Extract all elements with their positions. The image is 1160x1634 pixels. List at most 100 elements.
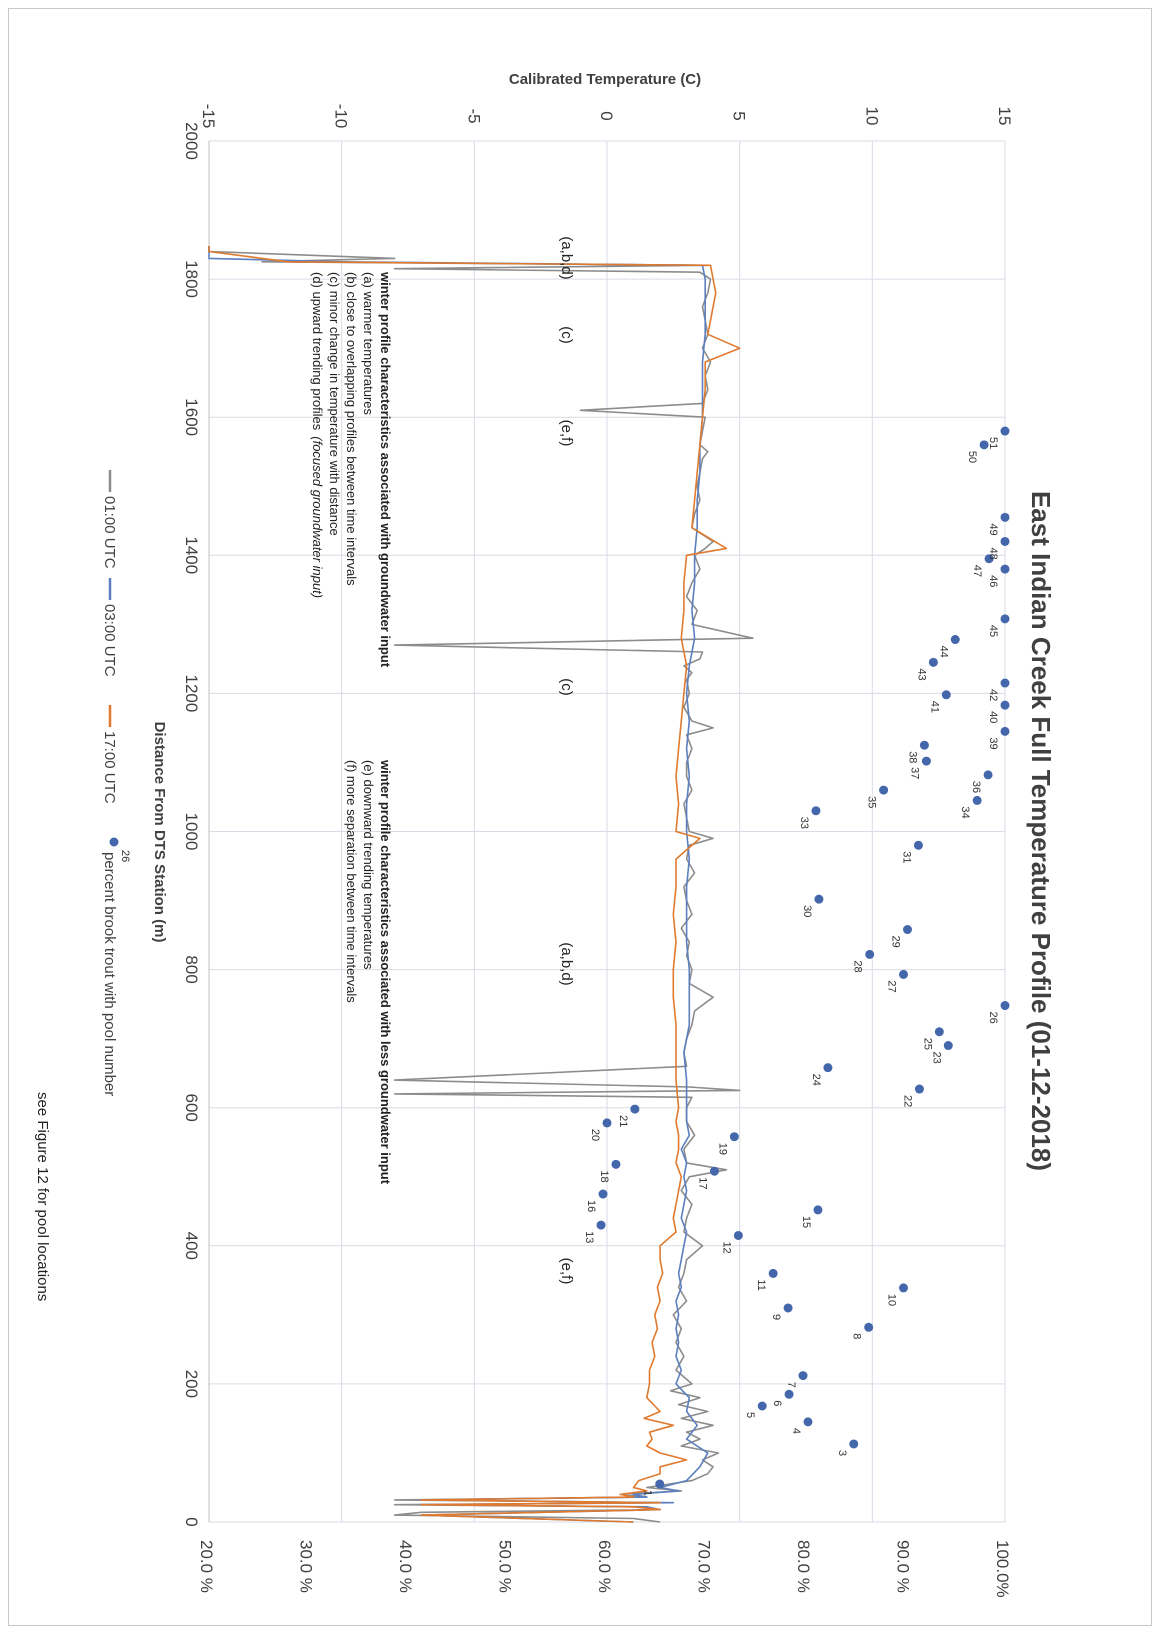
series-line-0 <box>208 246 754 1523</box>
pool-label-45: 45 <box>987 625 999 637</box>
pool-label-25: 25 <box>921 1038 933 1050</box>
pool-label-11: 11 <box>755 1279 767 1290</box>
low-groundwater-notes: winter profile characteristics associate… <box>344 759 393 1185</box>
trout-point-48 <box>1000 536 1010 546</box>
trout-point-22 <box>914 1084 924 1094</box>
trout-point-6 <box>784 1389 794 1399</box>
y2-tick-label-1: 30.0 % <box>297 1540 316 1593</box>
pool-label-39: 39 <box>987 737 999 749</box>
pool-label-43: 43 <box>915 668 927 680</box>
series-line-2 <box>208 246 741 1523</box>
trout-point-49 <box>1000 512 1010 522</box>
trout-point-27 <box>899 969 909 979</box>
x-tick-label-600: 600 <box>182 1094 201 1122</box>
pool-label-4: 4 <box>790 1428 802 1434</box>
trout-point-1 <box>655 1479 665 1489</box>
y2-tick-label-0: 20.0 % <box>197 1540 216 1593</box>
plot-area: -15 -10 -5 0 5 10 1502004006008001000120014001… <box>182 104 1014 1598</box>
trout-point-39 <box>1000 726 1010 736</box>
trout-point-45 <box>1000 614 1010 624</box>
pool-label-40: 40 <box>987 711 999 723</box>
trout-point-15 <box>813 1205 823 1215</box>
y2-tick-label-6: 80.0 % <box>794 1540 813 1593</box>
y-tick-label-15: 15 <box>995 107 1014 126</box>
high-gw-item-a: (a) warmer temperatures <box>361 272 376 416</box>
x-tick-label-400: 400 <box>182 1232 201 1260</box>
pool-label-47: 47 <box>971 565 983 577</box>
trout-point-9 <box>783 1303 793 1313</box>
pool-label-15: 15 <box>800 1216 812 1228</box>
pool-label-36: 36 <box>970 781 982 793</box>
trout-point-12 <box>733 1230 743 1240</box>
trout-point-25 <box>934 1027 944 1037</box>
x-tick-label-800: 800 <box>182 955 201 983</box>
trout-point-50 <box>979 440 989 450</box>
pool-label-35: 35 <box>866 796 878 808</box>
region-label-abd-mid: (a,b,d) <box>558 942 575 985</box>
x-tick-label-1000: 1000 <box>182 813 201 851</box>
high-gw-item-c: (c) minor change in temperature with dis… <box>327 272 342 536</box>
pool-label-16: 16 <box>585 1200 597 1212</box>
low-gw-heading: winter profile characteristics associate… <box>378 759 393 1185</box>
pool-label-6: 6 <box>771 1400 783 1406</box>
pool-label-50: 50 <box>966 451 978 463</box>
legend-label-1700: 17:00 UTC <box>101 731 118 804</box>
trout-point-13 <box>596 1220 606 1230</box>
pool-label-48: 48 <box>987 547 999 559</box>
pool-label-44: 44 <box>937 646 949 658</box>
trout-point-43 <box>928 657 938 667</box>
region-label-ef-low: (e,f) <box>558 1258 575 1285</box>
high-gw-item-b: (b) close to overlapping profiles betwee… <box>344 272 359 586</box>
trout-point-33 <box>811 806 821 816</box>
trout-point-10 <box>899 1283 909 1293</box>
series-line-1 <box>208 246 709 1523</box>
x-tick-label-0: 0 <box>182 1517 201 1526</box>
high-groundwater-notes: winter profile characteristics associate… <box>310 271 393 668</box>
x-tick-label-200: 200 <box>182 1370 201 1398</box>
pool-label-3: 3 <box>836 1450 848 1456</box>
x-tick-label-1800: 1800 <box>182 260 201 298</box>
y2-tick-label-3: 50.0 % <box>496 1540 515 1593</box>
pool-label-33: 33 <box>798 817 810 829</box>
pool-label-12: 12 <box>720 1241 732 1253</box>
legend-example-number: 26 <box>119 850 131 862</box>
trout-point-26 <box>1000 1001 1010 1011</box>
pool-label-29: 29 <box>889 936 901 948</box>
trout-point-3 <box>849 1439 859 1449</box>
legend: 01:00 UTC 03:00 UTC 17:00 UTC 26 percent… <box>101 470 131 1096</box>
legend-label-trout: percent brook trout with pool number <box>101 852 118 1096</box>
pool-label-37: 37 <box>908 767 920 779</box>
trout-point-11 <box>768 1268 778 1278</box>
y-axis-title: Calibrated Temperature (C) <box>509 71 701 88</box>
region-label-abd-high: (a,b,d) <box>558 236 575 279</box>
trout-point-16 <box>598 1189 608 1199</box>
legend-marker-trout <box>109 837 119 847</box>
pool-label-13: 13 <box>583 1231 595 1243</box>
trout-point-47 <box>984 554 994 564</box>
pool-label-38: 38 <box>906 751 918 763</box>
pool-label-10: 10 <box>886 1294 898 1306</box>
region-label-c-mid: (c) <box>558 678 575 696</box>
legend-label-0100: 01:00 UTC <box>101 496 118 569</box>
pool-label-28: 28 <box>852 960 864 972</box>
y-tick-label-5: 5 <box>730 111 749 120</box>
figure-caption: see Figure 12 for pool locations <box>34 1092 51 1301</box>
trout-point-44 <box>950 635 960 645</box>
trout-point-30 <box>814 894 824 904</box>
pool-label-5: 5 <box>744 1412 756 1418</box>
trout-point-42 <box>1000 678 1010 688</box>
pool-label-27: 27 <box>886 980 898 992</box>
figure-frame <box>8 8 1152 1626</box>
trout-point-20 <box>602 1118 612 1128</box>
pool-label-22: 22 <box>901 1095 913 1107</box>
pool-label-51: 51 <box>987 437 999 449</box>
trout-point-40 <box>1000 700 1010 710</box>
trout-point-24 <box>823 1063 833 1073</box>
pool-label-46: 46 <box>987 575 999 587</box>
pool-label-7: 7 <box>785 1382 797 1388</box>
trout-point-29 <box>902 925 912 935</box>
trout-point-41 <box>941 690 951 700</box>
trout-point-35 <box>879 785 889 795</box>
trout-point-46 <box>1000 564 1010 574</box>
